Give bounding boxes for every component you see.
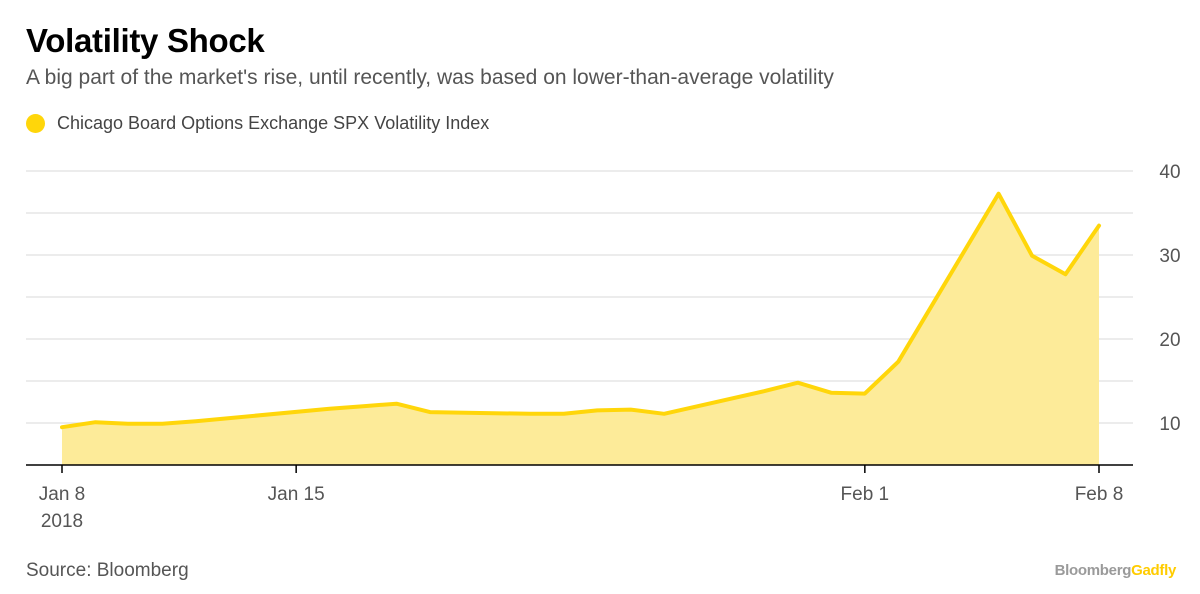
y-tick-label: 40	[1159, 162, 1180, 183]
chart-title: Volatility Shock	[26, 22, 265, 59]
x-tick-label: Jan 15	[268, 484, 325, 505]
series-line	[60, 191, 1101, 430]
chart-subtitle: A big part of the market's rise, until r…	[26, 66, 834, 89]
y-tick-label: 10	[1159, 414, 1180, 435]
source-note: Source: Bloomberg	[26, 560, 189, 581]
legend-dot-icon	[26, 114, 45, 133]
legend-label: Chicago Board Options Exchange SPX Volat…	[57, 113, 490, 133]
legend: Chicago Board Options Exchange SPX Volat…	[26, 113, 489, 134]
x-tick-sublabel: 2018	[41, 511, 83, 532]
series-area	[62, 193, 1099, 465]
y-tick-label: 20	[1159, 330, 1180, 351]
brand-logo: BloombergGadfly	[1054, 562, 1177, 579]
x-tick-label: Jan 8	[39, 484, 85, 505]
y-tick-label: 30	[1159, 246, 1180, 267]
x-tick-label: Feb 1	[841, 484, 890, 505]
x-tick-label: Feb 8	[1075, 484, 1124, 505]
